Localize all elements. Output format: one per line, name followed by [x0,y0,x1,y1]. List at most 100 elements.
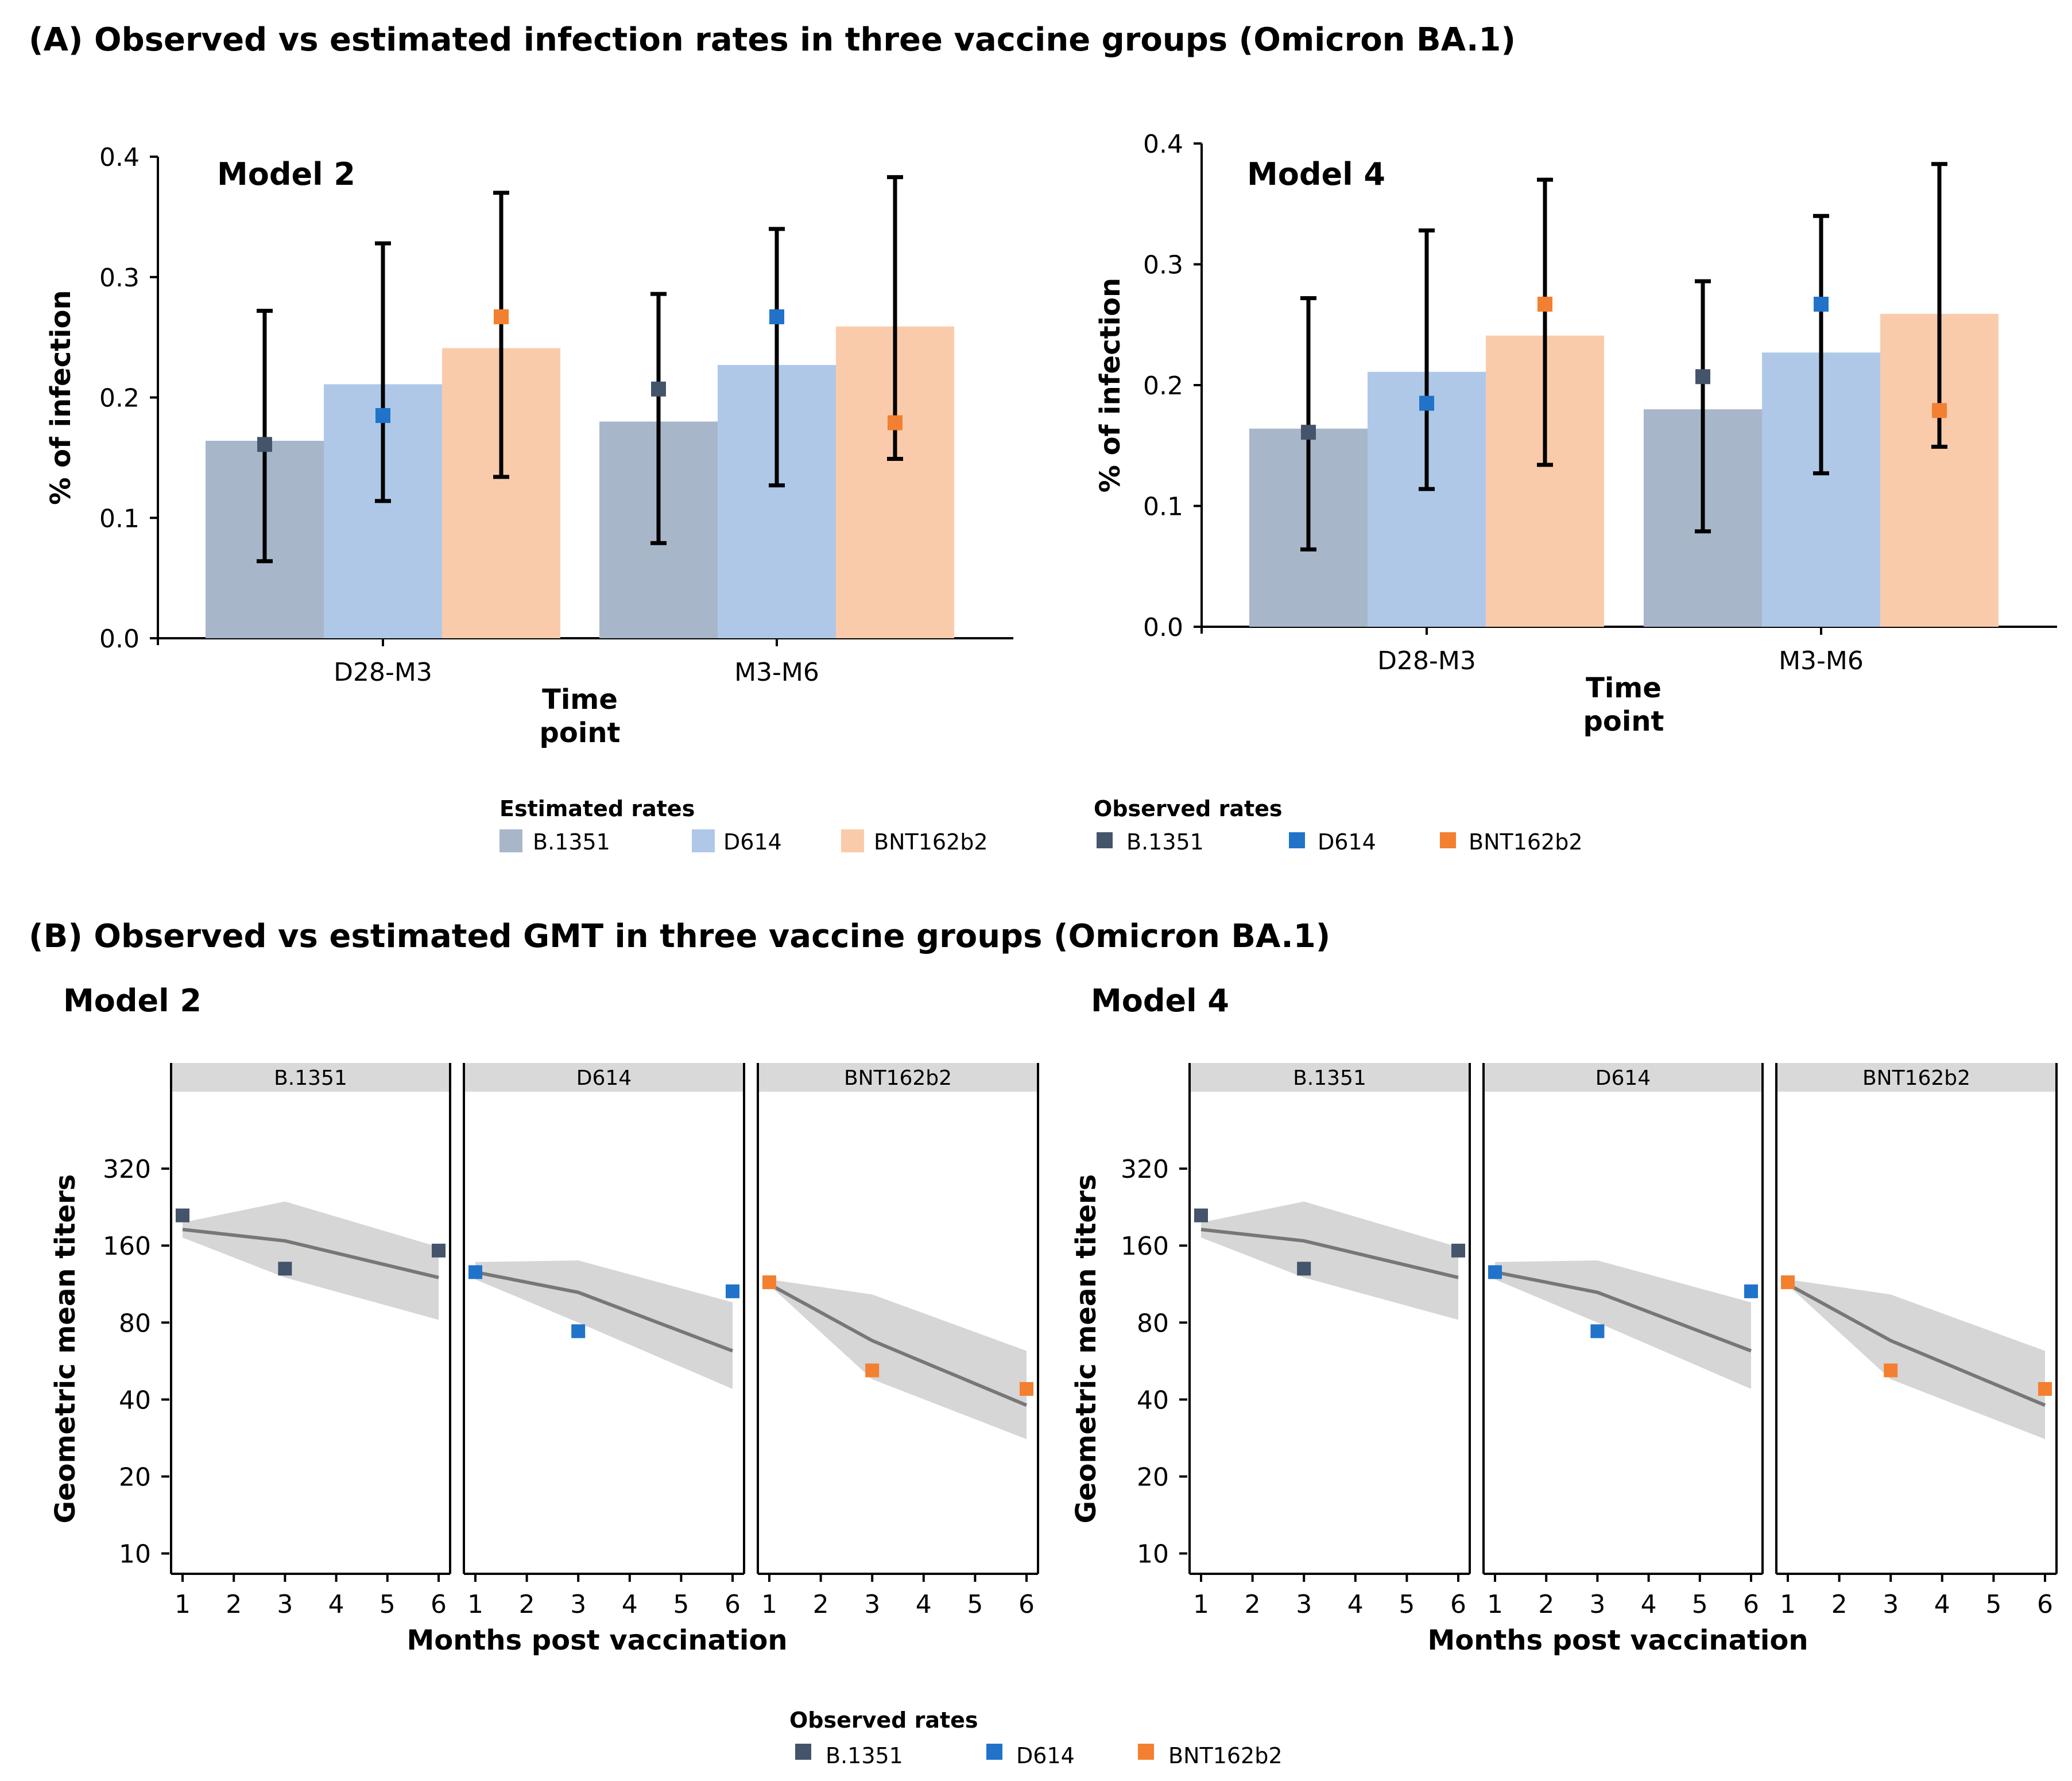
y-tick-label: 80 [119,1309,151,1338]
x-tick-label: 4 [328,1590,344,1619]
legend-b-obs-bnt162b2-swatch [1138,1744,1154,1760]
x-axis-title: Months post vaccination [1427,1624,1808,1656]
x-tick-label: 3 [864,1590,880,1619]
x-tick-label: 6 [1018,1590,1035,1619]
observed-point-d614-m3-m6 [769,309,784,324]
x-tick-label: 1 [761,1590,777,1619]
legend-est-d614-swatch [692,829,715,852]
facet-strip [1484,1063,1763,1092]
estimated-line [182,1228,439,1279]
y-axis-title: Geometric mean titers [49,1174,82,1524]
facet-d614: D614 1 2 3 4 5 6 [1482,1063,1764,1619]
bar-chart-model-2: Model 2 0.0 0.1 0.2 0.3 0.4 D28-M3 M3-M6 % of in… [45,143,1013,749]
y-tick-label: 0.3 [99,263,140,293]
observed-point-bnt162b2-m3 [1884,1363,1898,1378]
legend-b-obs-d614-label: D614 [1016,1743,1075,1768]
x-tick-label: 5 [1985,1590,2001,1619]
observed-point-b-1351-m6 [1451,1243,1465,1258]
legend-obs-d614-label: D614 [1318,829,1376,855]
x-tick-label: 6 [725,1590,741,1619]
y-tick-label: 160 [1121,1232,1169,1261]
observed-point-b-1351-d28-m3 [1301,425,1316,440]
observed-point-bnt162b2-m1 [1781,1275,1795,1290]
y-tick-label: 0.2 [99,384,140,413]
estimated-line [768,1282,1028,1407]
x-tick-label: 1 [1487,1590,1503,1619]
observed-point-b-1351-m3-m6 [1695,369,1710,385]
x-tick-label: 4 [1347,1590,1364,1619]
observed-point-d614-m3-m6 [1814,296,1829,312]
panel-a-title: (A) Observed vs estimated infection rate… [29,21,1516,59]
x-axis-title: Months post vaccination [406,1624,787,1656]
bar-chart-model-4: Model 4 0.0 0.1 0.2 0.3 0.4 D28-M3 M3-M6 % of in… [1094,130,2057,738]
observed-point-bnt162b2-m3-m6 [1932,403,1947,418]
y-tick-label: 40 [119,1386,151,1415]
y-tick-label: 0.4 [99,143,140,172]
legend-b-obs-b1351-label: B.1351 [826,1743,903,1768]
facet-strip [464,1063,744,1092]
legend-est-b1351-label: B.1351 [533,829,610,855]
chart-title: Model 4 [1247,156,1385,192]
facet-strip [758,1063,1038,1092]
x-tick-label: 1 [467,1590,483,1619]
y-axis-title: Geometric mean titers [1070,1174,1102,1524]
y-tick-label: 320 [1121,1155,1169,1184]
y-tick-label: 0.1 [99,504,140,533]
x-tick-label: 2 [1831,1590,1848,1619]
facet-bnt162b2: BNT162b2 1 2 3 4 5 6 [1775,1063,2058,1619]
legend-est-d614-label: D614 [723,829,782,855]
y-axis-title: % of infection [1094,278,1126,492]
observed-point-d614-m3 [1590,1324,1605,1338]
observed-point-b-1351-m6 [432,1243,446,1258]
x-tick-label: 2 [1538,1590,1554,1619]
confidence-band [1788,1279,2045,1439]
x-tick-label: 6 [1450,1590,1466,1619]
confidence-band [475,1260,733,1389]
observed-point-bnt162b2-m3 [865,1363,880,1378]
observed-point-d614-m3 [571,1324,586,1338]
facet-strip-label: BNT162b2 [844,1066,952,1090]
x-tick-label: 1 [175,1590,191,1619]
x-tick-label: 3 [570,1590,586,1619]
x-tick-label: 2 [813,1590,829,1619]
legend-obs-bnt162b2-swatch [1440,832,1456,848]
x-tick-label: 2 [1245,1590,1261,1619]
confidence-band [1201,1201,1458,1320]
x-axis-title-line1: Time [542,684,618,716]
observed-point-d614-d28-m3 [375,408,390,423]
facet-strip-label: D614 [576,1066,632,1090]
x-tick-label: 3 [1589,1590,1605,1619]
observed-point-b-1351-m3 [1297,1262,1311,1276]
observed-point-b-1351-m1 [1194,1208,1208,1223]
x-tick-label: 4 [1641,1590,1657,1619]
line-chart-model-2: Model 2 10 20 40 80 160 320 B.1351 1 2 3 4 5 6 D614 1 2 3… [49,983,1039,1656]
observed-point-bnt162b2-d28-m3 [1537,296,1552,312]
observed-point-bnt162b2-m3-m6 [888,415,903,430]
y-tick-label: 0.0 [99,624,140,654]
x-tick-label: 4 [916,1590,932,1619]
legend-b-obs-bnt162b2-label: BNT162b2 [1168,1743,1283,1768]
observed-point-b-1351-m3 [278,1262,292,1276]
x-axis-title-line2: point [540,717,621,749]
estimated-line [1787,1282,2046,1407]
facet-strip [1190,1063,1470,1092]
observed-point-d614-m1 [1488,1265,1502,1279]
observed-point-d614-m6 [1744,1284,1758,1298]
chart-title: Model 2 [217,156,355,192]
x-tick-label: 4 [1934,1590,1950,1619]
y-tick-label: 0.4 [1143,130,1183,159]
observed-point-d614-m6 [726,1284,739,1298]
legend-est-b1351-swatch [499,829,522,852]
x-axis-title-line2: point [1583,705,1664,738]
x-tick-label: M3-M6 [734,658,819,687]
observed-point-bnt162b2-d28-m3 [494,309,509,324]
y-tick-label: 20 [1137,1462,1169,1492]
x-tick-label: 2 [226,1590,242,1619]
y-tick-label: 160 [103,1232,151,1261]
legend-est-bnt162b2-label: BNT162b2 [874,829,988,855]
estimated-line [1494,1270,1752,1353]
y-tick-label: 40 [1137,1386,1169,1415]
x-tick-label: 1 [1780,1590,1796,1619]
y-tick-label: 0.2 [1143,371,1183,401]
